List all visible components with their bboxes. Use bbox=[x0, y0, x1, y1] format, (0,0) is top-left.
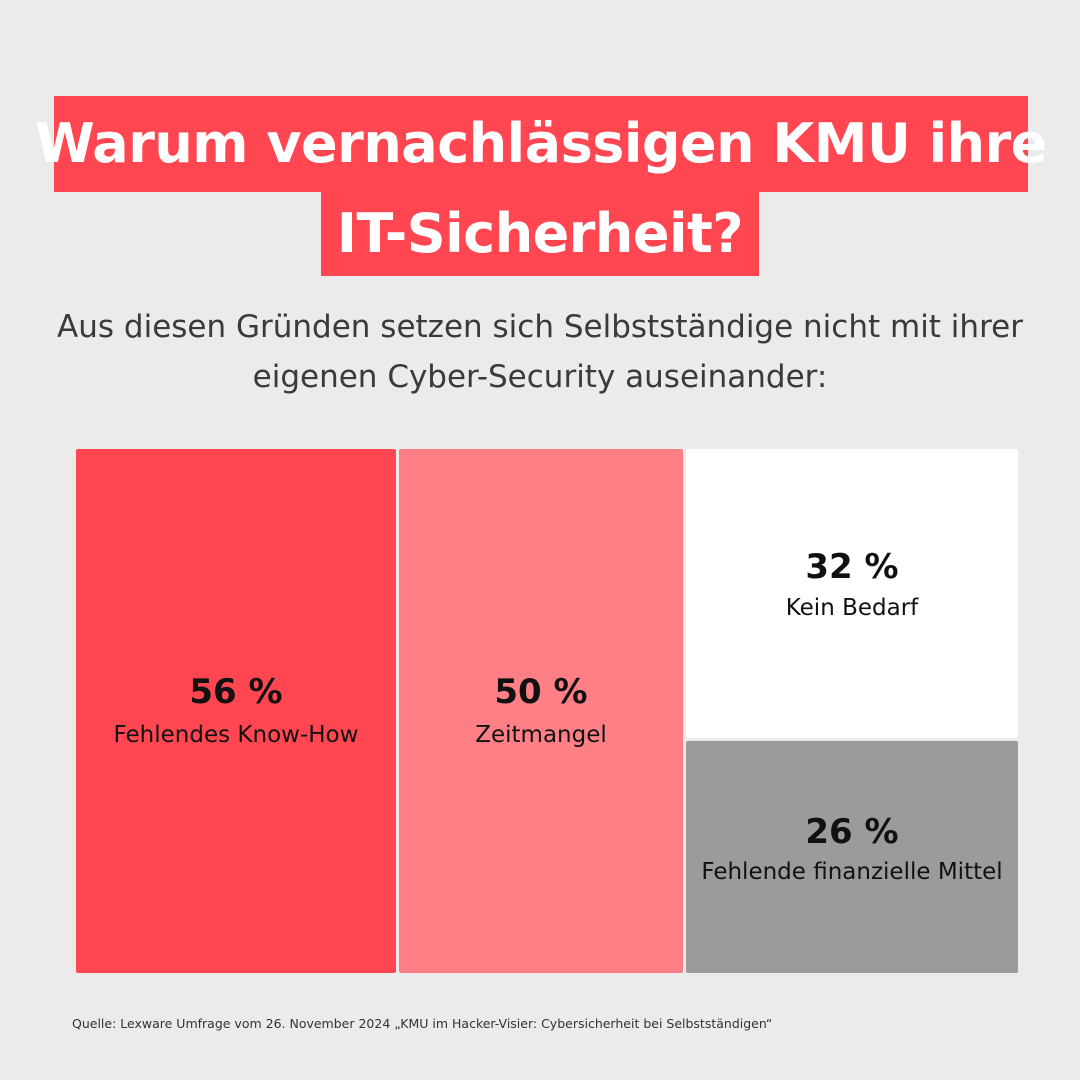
subtitle-line-2: eigenen Cyber-Security auseinander: bbox=[252, 359, 828, 395]
tile-value: 56 % bbox=[189, 672, 283, 712]
subtitle-line-1: Aus diesen Gründen setzen sich Selbststä… bbox=[57, 309, 1023, 345]
tile-label: Kein Bedarf bbox=[785, 595, 919, 621]
tile-value: 26 % bbox=[805, 812, 899, 852]
source-note: Quelle: Lexware Umfrage vom 26. November… bbox=[72, 1016, 773, 1031]
tile-value: 50 % bbox=[494, 672, 588, 712]
tile-label: Fehlende finanzielle Mittel bbox=[701, 859, 1003, 885]
title-line-1: Warum vernachlässigen KMU ihre bbox=[35, 96, 1047, 192]
tile-value: 32 % bbox=[805, 547, 899, 587]
title-line-2: IT-Sicherheit? bbox=[321, 192, 759, 276]
tile-label: Fehlendes Know-How bbox=[113, 722, 359, 748]
title-text-1: Warum vernachlässigen KMU ihre bbox=[35, 112, 1047, 175]
tile-kein-bedarf: 32 % Kein Bedarf bbox=[686, 449, 1018, 738]
tile-zeitmangel: 50 % Zeitmangel bbox=[399, 449, 683, 973]
title-text-2: IT-Sicherheit? bbox=[336, 202, 744, 265]
tile-fehlendes-know-how: 56 % Fehlendes Know-How bbox=[76, 449, 396, 973]
tile-label: Zeitmangel bbox=[475, 722, 607, 748]
tile-fehlende-finanzielle-mittel: 26 % Fehlende finanzielle Mittel bbox=[686, 741, 1018, 973]
